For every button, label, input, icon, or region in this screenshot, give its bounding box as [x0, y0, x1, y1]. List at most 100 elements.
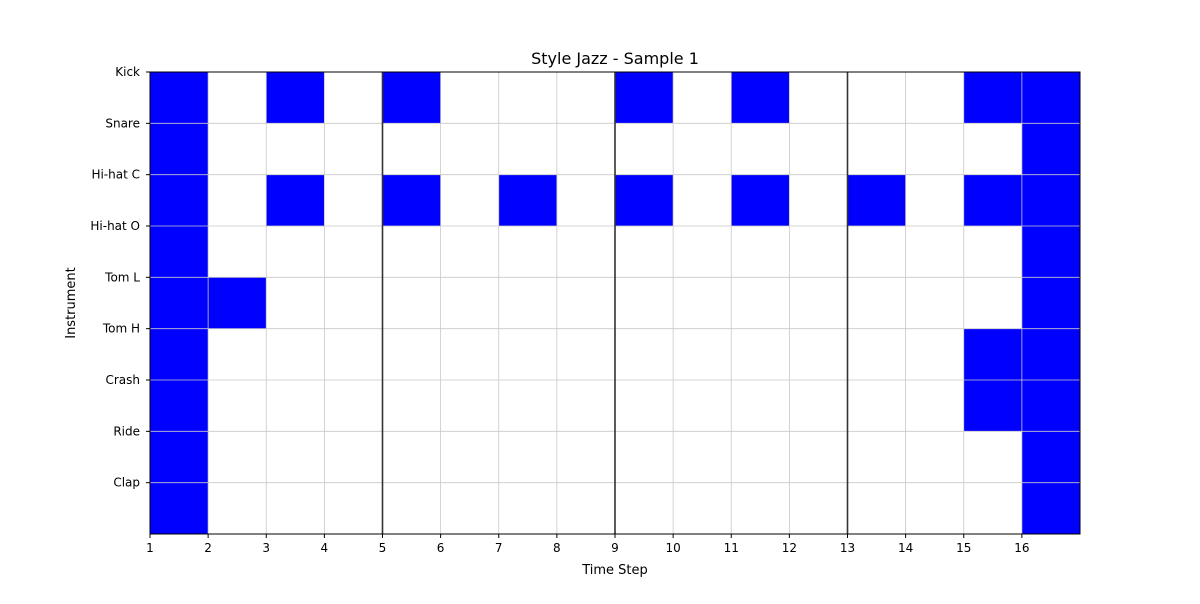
- cell-kick-step-16: [1021, 72, 1080, 124]
- cell-ride-step-3: [266, 431, 325, 483]
- cell-ride-step-5: [382, 431, 441, 483]
- cell-snare-step-16: [1021, 123, 1080, 175]
- cell-ride-step-16: [1021, 431, 1080, 483]
- cell-tom-l-step-12: [789, 277, 848, 329]
- cell-hi-hat-c-step-14: [905, 174, 964, 226]
- x-tick-label: 5: [379, 541, 387, 555]
- cell-tom-h-step-15: [963, 328, 1022, 380]
- cell-crash-step-7: [498, 380, 557, 432]
- x-tick-label: 12: [782, 541, 797, 555]
- cell-hi-hat-c-step-6: [440, 174, 499, 226]
- cell-crash-step-6: [440, 380, 499, 432]
- cell-hi-hat-c-step-12: [789, 174, 848, 226]
- cell-tom-h-step-12: [789, 328, 848, 380]
- cell-snare-step-14: [905, 123, 964, 175]
- cell-kick-step-5: [382, 72, 441, 124]
- cell-crash-step-9: [615, 380, 674, 432]
- cell-tom-h-step-10: [673, 328, 732, 380]
- cell-crash-step-16: [1021, 380, 1080, 432]
- cell-tom-l-step-3: [266, 277, 325, 329]
- cell-crash-step-12: [789, 380, 848, 432]
- cell-crash-step-2: [208, 380, 267, 432]
- cell-clap-step-1: [150, 482, 209, 534]
- cell-snare-step-15: [963, 123, 1022, 175]
- cell-hi-hat-c-step-2: [208, 174, 267, 226]
- y-tick-label: Hi-hat C: [91, 168, 140, 182]
- x-tick-label: 3: [262, 541, 270, 555]
- cell-snare-step-11: [731, 123, 790, 175]
- cell-clap-step-4: [324, 482, 383, 534]
- y-tick-label: Clap: [113, 476, 140, 490]
- cell-kick-step-10: [673, 72, 732, 124]
- y-tick-label: Tom H: [102, 322, 140, 336]
- cell-hi-hat-o-step-1: [150, 226, 209, 278]
- cell-clap-step-12: [789, 482, 848, 534]
- cell-tom-l-step-10: [673, 277, 732, 329]
- x-tick-label: 14: [898, 541, 913, 555]
- cell-ride-step-2: [208, 431, 267, 483]
- cell-clap-step-2: [208, 482, 267, 534]
- x-tick-label: 1: [146, 541, 154, 555]
- cell-clap-step-7: [498, 482, 557, 534]
- cell-hi-hat-c-step-15: [963, 174, 1022, 226]
- cell-kick-step-12: [789, 72, 848, 124]
- cell-hi-hat-o-step-14: [905, 226, 964, 278]
- y-tick-label: Snare: [105, 116, 140, 130]
- cell-tom-h-step-6: [440, 328, 499, 380]
- cell-clap-step-13: [847, 482, 906, 534]
- cell-kick-step-14: [905, 72, 964, 124]
- x-axis: 1 2 3 4 5 6 7 8 9 10 11 12 13 14 15 16: [146, 534, 1030, 555]
- cell-snare-step-5: [382, 123, 441, 175]
- cell-hi-hat-o-step-6: [440, 226, 499, 278]
- x-tick-label: 16: [1014, 541, 1029, 555]
- cell-crash-step-15: [963, 380, 1022, 432]
- cell-tom-h-step-2: [208, 328, 267, 380]
- cell-hi-hat-c-step-1: [150, 174, 209, 226]
- cell-crash-step-10: [673, 380, 732, 432]
- cell-hi-hat-c-step-4: [324, 174, 383, 226]
- cell-clap-step-16: [1021, 482, 1080, 534]
- cell-hi-hat-o-step-2: [208, 226, 267, 278]
- cell-crash-step-5: [382, 380, 441, 432]
- cell-hi-hat-o-step-13: [847, 226, 906, 278]
- cell-hi-hat-c-step-16: [1021, 174, 1080, 226]
- cell-clap-step-9: [615, 482, 674, 534]
- cell-hi-hat-o-step-5: [382, 226, 441, 278]
- cell-clap-step-15: [963, 482, 1022, 534]
- x-axis-label: Time Step: [581, 563, 648, 578]
- cell-snare-step-4: [324, 123, 383, 175]
- y-tick-label: Tom L: [104, 270, 140, 284]
- x-tick-label: 9: [611, 541, 619, 555]
- cell-ride-step-13: [847, 431, 906, 483]
- cell-ride-step-6: [440, 431, 499, 483]
- cell-tom-l-step-8: [556, 277, 615, 329]
- cell-tom-l-step-2: [208, 277, 267, 329]
- y-axis-label: Instrument: [64, 267, 79, 339]
- cell-tom-h-step-11: [731, 328, 790, 380]
- cell-tom-h-step-9: [615, 328, 674, 380]
- y-tick-label: Kick: [115, 65, 140, 79]
- cell-hi-hat-c-step-11: [731, 174, 790, 226]
- x-tick-label: 2: [204, 541, 212, 555]
- x-tick-label: 10: [665, 541, 680, 555]
- cell-tom-h-step-5: [382, 328, 441, 380]
- cell-tom-l-step-16: [1021, 277, 1080, 329]
- cell-kick-step-9: [615, 72, 674, 124]
- x-tick-label: 6: [437, 541, 445, 555]
- cell-kick-step-13: [847, 72, 906, 124]
- cell-ride-step-8: [556, 431, 615, 483]
- cell-clap-step-11: [731, 482, 790, 534]
- cell-kick-step-4: [324, 72, 383, 124]
- cell-kick-step-3: [266, 72, 325, 124]
- bar-lines-layer: [381, 72, 849, 534]
- cell-hi-hat-o-step-15: [963, 226, 1022, 278]
- cell-tom-l-step-6: [440, 277, 499, 329]
- x-tick-label: 13: [840, 541, 855, 555]
- cell-ride-step-14: [905, 431, 964, 483]
- cell-kick-step-15: [963, 72, 1022, 124]
- cell-clap-step-6: [440, 482, 499, 534]
- cell-hi-hat-o-step-7: [498, 226, 557, 278]
- cell-tom-h-step-13: [847, 328, 906, 380]
- cell-hi-hat-c-step-5: [382, 174, 441, 226]
